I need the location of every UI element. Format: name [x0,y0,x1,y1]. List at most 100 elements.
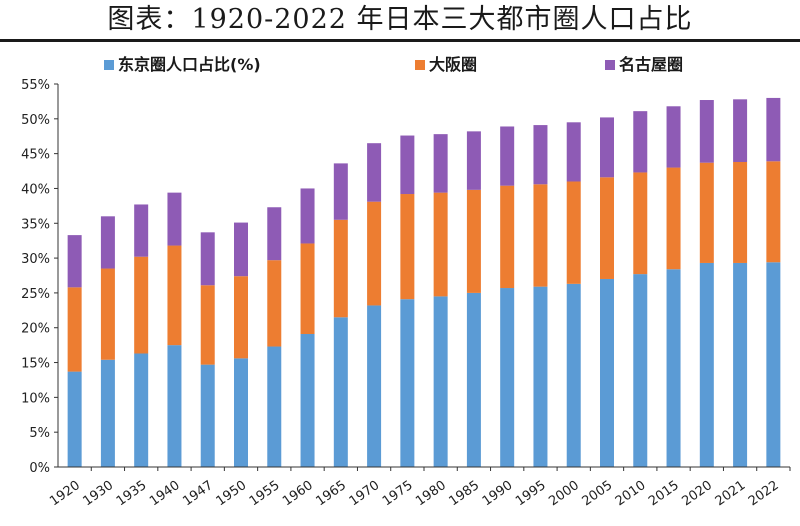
legend-label-3: 名古屋圈 [619,55,683,74]
x-tick-label: 2020 [679,478,715,509]
bar-segment-2 [400,194,415,300]
x-tick-label: 2010 [613,478,649,509]
bar-segment-1 [200,364,215,467]
x-tick-label: 2015 [646,478,682,509]
bar-segment-3 [600,117,614,178]
bar-segment-3 [666,106,681,168]
bar-segment-1 [167,345,182,467]
legend: 东京圈人口占比(%) 大阪圈 名古屋圈 [104,55,683,74]
bar-segment-1 [367,305,382,467]
bar-segment-3 [300,188,315,244]
x-tick-label: 1975 [380,478,416,509]
bar-segment-1 [766,262,781,467]
bar-segment-3 [267,207,282,261]
x-tick-label: 1995 [513,478,549,509]
bar-segment-3 [733,99,748,162]
chart-title: 图表：1920-2022 年日本三大都市圈人口占比 [107,4,693,35]
bar-segment-1 [300,333,315,467]
bars [67,97,781,467]
bar-segment-3 [699,100,714,163]
bar-segment-2 [67,287,82,372]
bar-segment-3 [400,135,415,195]
bar-segment-3 [100,216,115,269]
x-tick-label: 1990 [480,478,516,509]
y-tick-label: 45% [21,148,50,163]
legend-swatch-1 [104,60,114,70]
stacked-bar-chart: 东京圈人口占比(%) 大阪圈 名古屋圈 0% 5% 10% 15% 20% 25% 30% 35%… [21,55,791,509]
x-tick-label: 1955 [247,478,283,509]
y-tick-label: 15% [21,357,50,372]
y-tick-label: 10% [21,391,50,406]
bar-segment-3 [167,192,182,246]
bar-segment-1 [67,371,82,467]
x-tick-label: 1985 [446,478,482,509]
title-divider [0,39,800,42]
y-tick-label: 30% [21,252,50,267]
bar-segment-3 [566,122,581,182]
bar-segment-3 [500,126,515,186]
x-tick-label: 2005 [580,478,616,509]
x-axis: 1920193019351940194719501955196019651970… [47,466,791,509]
x-tick-label: 1920 [47,478,83,509]
x-tick-label: 1935 [114,478,150,509]
bar-segment-2 [134,256,149,354]
bar-segment-2 [733,161,748,263]
y-tick-label: 35% [21,217,50,232]
y-axis: 0% 5% 10% 15% 20% 25% 30% 35% 40% 45% 50% 55% [21,78,59,476]
y-tick-label: 5% [29,426,50,441]
bar-segment-1 [333,317,348,467]
bar-segment-2 [433,192,448,297]
y-tick-label: 40% [21,182,50,197]
bar-segment-1 [100,359,115,467]
bar-segment-1 [733,262,748,467]
bar-segment-3 [766,97,781,162]
bar-segment-2 [367,201,382,306]
bar-segment-1 [600,278,614,467]
bar-segment-1 [666,269,681,467]
bar-segment-3 [433,134,448,193]
bar-segment-1 [267,346,282,467]
bar-segment-3 [234,222,248,277]
bar-segment-2 [699,162,714,263]
bar-segment-2 [300,243,315,334]
bar-segment-2 [234,276,248,359]
y-tick-label: 20% [21,322,50,337]
bar-segment-2 [167,245,182,346]
bar-segment-1 [500,288,515,467]
bar-segment-3 [200,232,215,286]
x-tick-label: 1960 [280,478,316,509]
legend-label-2: 大阪圈 [429,55,477,74]
bar-segment-1 [466,292,481,467]
x-tick-label: 1980 [413,478,449,509]
x-tick-label: 1947 [180,478,216,509]
bar-segment-2 [666,167,681,270]
bar-segment-2 [500,185,515,289]
x-tick-label: 1930 [80,478,116,509]
x-tick-label: 2000 [546,478,582,509]
bar-segment-1 [533,286,548,467]
bar-segment-3 [67,235,82,288]
bar-segment-1 [400,299,415,467]
bar-segment-2 [566,181,581,284]
bar-segment-2 [533,184,548,287]
bar-segment-2 [100,268,115,360]
bar-segment-1 [699,262,714,467]
bar-segment-3 [466,131,481,190]
bar-segment-1 [566,283,581,467]
bar-segment-2 [267,260,282,347]
y-tick-label: 50% [21,113,50,128]
bar-segment-2 [766,161,781,263]
legend-label-1: 东京圈人口占比(%) [118,55,261,74]
bar-segment-1 [134,353,149,467]
x-tick-label: 2022 [746,478,782,509]
legend-swatch-2 [415,60,425,70]
x-tick-label: 1940 [147,478,183,509]
legend-swatch-3 [605,60,615,70]
bar-segment-2 [333,219,348,318]
x-tick-label: 1965 [313,478,349,509]
bar-segment-1 [633,274,648,467]
bar-segment-3 [633,111,648,173]
bar-segment-3 [533,125,548,185]
bar-segment-3 [367,143,382,202]
bar-segment-2 [466,189,481,293]
